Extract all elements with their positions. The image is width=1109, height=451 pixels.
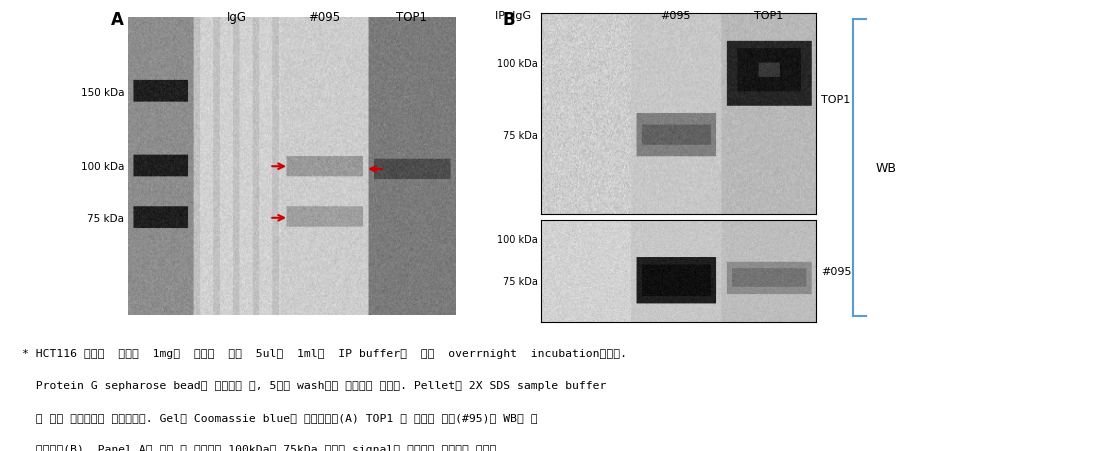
Text: 시하였음(B). Panel A의 붉은 색 화살표는 100kDa와 75kDa 부근의 signal에 해당하는 단백질을 나타냄.: 시하였음(B). Panel A의 붉은 색 화살표는 100kDa와 75kD… [22,444,503,451]
Text: * HCT116 세포의  단백질  1mg과  합성된  항체  5ul을  1ml의  IP buffer에  넣고  overrnight  incuba: * HCT116 세포의 단백질 1mg과 합성된 항체 5ul을 1ml의 I… [22,348,628,358]
Text: Protein G sepharose bead로 침천시킨 후, 5차례 wash하여 원심분리 하였음. Pellet에 2X SDS sample buf: Protein G sepharose bead로 침천시킨 후, 5차례 wa… [22,381,607,391]
Text: TOP1: TOP1 [754,11,783,21]
Text: A: A [111,11,124,29]
Text: B: B [502,11,515,29]
Text: 75 kDa: 75 kDa [503,276,538,286]
Text: 100 kDa: 100 kDa [497,235,538,244]
Text: TOP1: TOP1 [821,95,849,105]
Text: 75 kDa: 75 kDa [503,130,538,140]
Text: 100 kDa: 100 kDa [81,162,124,172]
Text: IP: IgG: IP: IgG [496,11,531,21]
Text: #095: #095 [308,11,339,24]
Text: 100 kDa: 100 kDa [497,59,538,69]
Text: #095: #095 [821,267,852,277]
Text: 150 kDa: 150 kDa [81,87,124,97]
Text: TOP1: TOP1 [396,11,427,24]
Text: 75 kDa: 75 kDa [88,213,124,223]
Text: #095: #095 [660,11,691,21]
Text: IgG: IgG [226,11,246,24]
Text: 를 넣고 전기영동을 실시하였음. Gel을 Coomassie blue로 염색하거나(A) TOP1 및 합성된 항체(#95)로 WB을 실: 를 넣고 전기영동을 실시하였음. Gel을 Coomassie blue로 염… [22,412,538,422]
Text: WB: WB [876,161,896,175]
